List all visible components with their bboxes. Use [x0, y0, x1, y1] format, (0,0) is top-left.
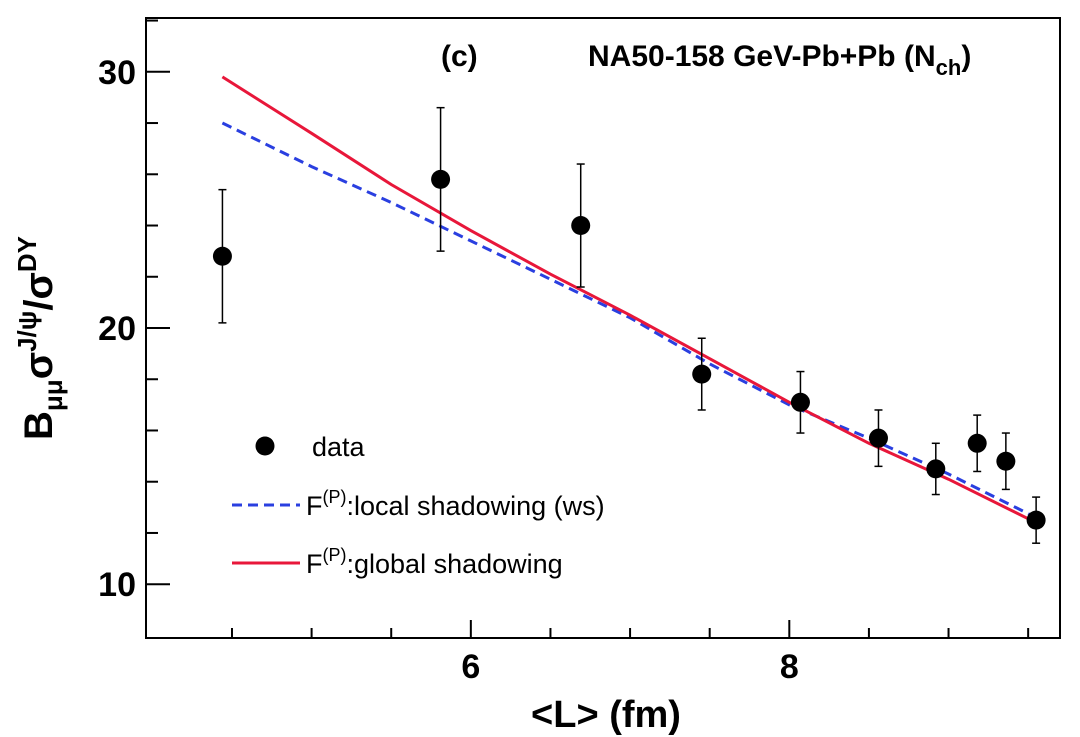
data-point [868, 428, 888, 448]
legend-local-prefix: F [306, 491, 323, 521]
y-title-sigma2-sup: DY [12, 236, 42, 272]
y-title-slash: / [17, 300, 61, 311]
data-point [1026, 510, 1046, 530]
legend: data F(P):local shadowing (ws) F(P):glob… [232, 432, 605, 579]
model-curves [221, 75, 1037, 525]
legend-local-text: :local shadowing (ws) [347, 491, 605, 521]
x-axis-title: <L> (fm) [531, 694, 681, 736]
legend-global-prefix: F [306, 549, 323, 579]
legend-marker-data [255, 436, 275, 456]
series-line-global-shadowing [221, 75, 1037, 525]
y-title-sigma1: σ [17, 352, 61, 379]
y-title-sigma1-sup: J/ψ [12, 311, 42, 352]
data-point [212, 246, 232, 266]
data-point [790, 392, 810, 412]
legend-local-sup: (P) [323, 487, 347, 507]
chart-title-suffix: ) [961, 40, 971, 73]
y-tick-label: 20 [98, 310, 136, 348]
data-point [926, 459, 946, 479]
legend-global-sup: (P) [323, 545, 347, 565]
y-tick-label: 30 [98, 54, 136, 92]
y-tick-label: 10 [98, 566, 136, 604]
plot-area-border [145, 17, 1061, 639]
x-tick-label: 8 [780, 648, 799, 686]
chart-title: NA50-158 GeV-Pb+Pb (Nch) [588, 40, 971, 80]
axis-ticks: 6 8 10 20 30 [98, 19, 1030, 686]
x-tick-label: 6 [461, 648, 480, 686]
y-title-base: B [17, 411, 61, 440]
data-point [692, 364, 712, 384]
data-point [996, 451, 1016, 471]
data-points [212, 106, 1046, 544]
chart-title-main: NA50-158 GeV-Pb+Pb (N [588, 40, 936, 73]
y-axis-title: BμμσJ/ψ/σDY [12, 236, 68, 440]
plot-frame [145, 17, 1061, 639]
legend-label-global: F(P):global shadowing [306, 545, 563, 579]
legend-label-data: data [312, 432, 366, 462]
legend-global-text: :global shadowing [347, 549, 563, 579]
data-point [967, 433, 987, 453]
y-title-base-sub: μμ [38, 379, 68, 411]
panel-label: (c) [441, 40, 478, 73]
series-line-local-shadowing [221, 121, 1037, 519]
y-title-sigma2: σ [17, 272, 61, 299]
data-point [431, 169, 451, 189]
chart-title-subscript: ch [936, 55, 962, 80]
data-point [571, 216, 591, 236]
legend-label-local: F(P):local shadowing (ws) [306, 487, 605, 521]
